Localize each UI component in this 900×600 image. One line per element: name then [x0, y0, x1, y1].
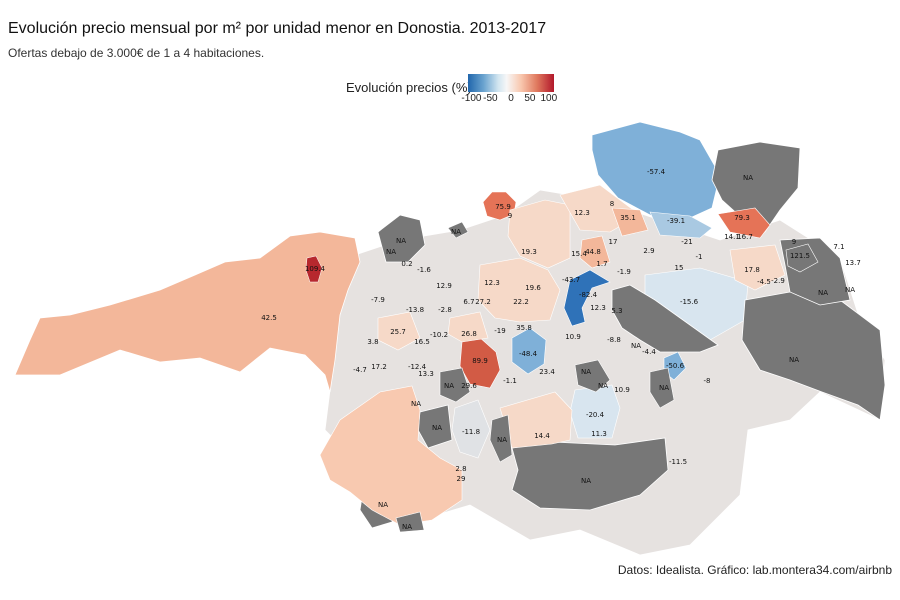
region-shape [377, 311, 421, 351]
source-caption: Datos: Idealista. Gráfico: lab.montera34… [617, 563, 892, 577]
region-shape [579, 235, 611, 269]
region-shape [499, 391, 573, 449]
region-shape [611, 284, 719, 353]
region-shape [563, 269, 611, 327]
region-shape [511, 327, 547, 375]
region-shape [611, 207, 649, 237]
legend-tick: -50 [483, 93, 498, 104]
region-shape [14, 231, 361, 393]
region-shape [482, 191, 517, 221]
chart-subtitle: Ofertas debajo de 3.000€ de 1 a 4 habita… [8, 46, 265, 60]
region-shape [447, 311, 489, 343]
region-shape [785, 243, 819, 273]
region-shape [729, 244, 786, 291]
legend-ticks: -100 -50 0 50 100 [461, 93, 558, 107]
region-shape [649, 367, 675, 409]
region-shape [439, 367, 471, 403]
region-shape [711, 141, 801, 233]
region-shape [305, 255, 323, 283]
legend-tick: 100 [540, 93, 558, 104]
legend-color-bar [468, 74, 554, 92]
region-shape [319, 385, 463, 526]
region-shape [717, 207, 771, 239]
region-shape [569, 384, 621, 439]
legend-tick: 0 [508, 93, 514, 104]
region-shape [447, 221, 469, 239]
region-shape [377, 214, 426, 263]
region-shape [591, 121, 721, 219]
region-shape [477, 257, 561, 323]
region-shape [507, 199, 571, 269]
region-shape [451, 399, 491, 459]
region-shape [395, 511, 425, 533]
chart-title: Evolución precio mensual por m² por unid… [8, 20, 547, 37]
region-shape [489, 414, 513, 463]
region-shape [511, 437, 669, 511]
legend-tick: 50 [524, 93, 536, 104]
choropleth-map [14, 121, 886, 556]
legend-title: Evolución precios (%) [346, 80, 472, 95]
region-shape [649, 211, 713, 239]
legend-tick: -100 [461, 93, 482, 104]
region-shape [574, 359, 611, 393]
